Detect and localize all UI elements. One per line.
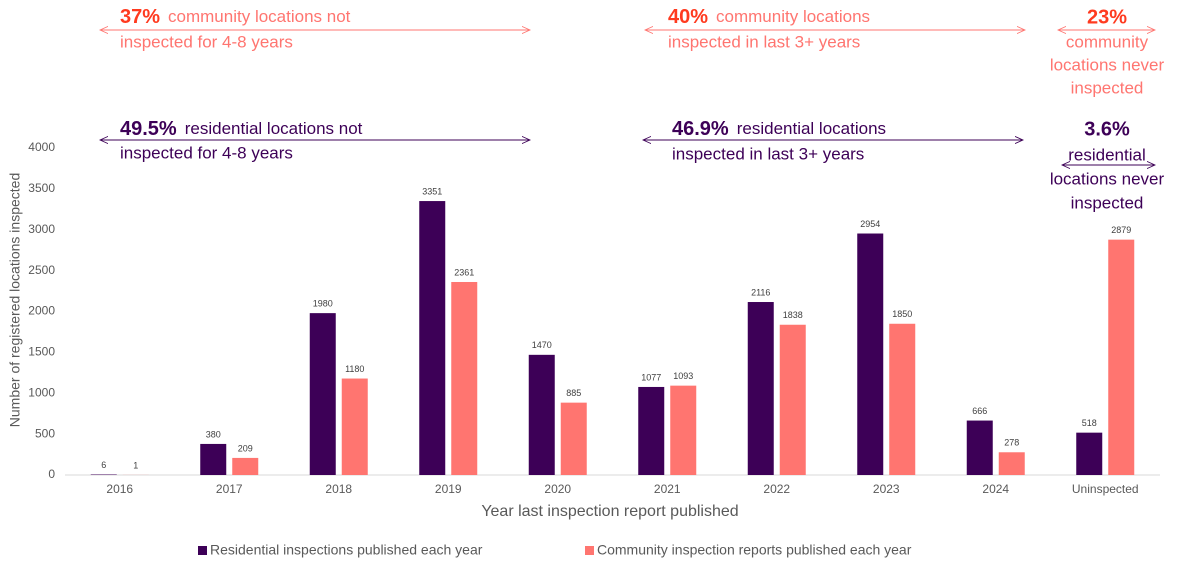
bar: [309, 313, 336, 475]
annotation-text: community locations not: [168, 7, 351, 26]
x-tick-label: 2023: [873, 482, 900, 496]
value-label: 278: [1004, 438, 1019, 448]
y-tick-label: 3500: [28, 181, 55, 195]
bar: [1108, 239, 1135, 475]
value-label: 1180: [345, 364, 364, 374]
value-label: 1470: [532, 340, 552, 350]
x-tick-label: 2018: [325, 482, 352, 496]
bar: [747, 302, 774, 475]
x-tick-label: 2024: [982, 482, 1009, 496]
value-label: 1: [133, 460, 138, 470]
annotation-text: inspected for 4-8 years: [120, 32, 293, 51]
bar: [232, 457, 259, 475]
bar: [998, 452, 1025, 475]
annotation-text: inspected in last 3+ years: [668, 32, 860, 51]
x-axis-label: Year last inspection report published: [481, 503, 738, 520]
bar: [200, 443, 227, 475]
value-label: 1077: [641, 372, 661, 382]
annotation: 37% community locations not: [120, 6, 351, 28]
value-label: 2879: [1111, 225, 1131, 235]
value-label: 3351: [422, 186, 442, 196]
annotation-percent: 40%: [668, 6, 708, 28]
legend-label: Residential inspections published each y…: [210, 542, 483, 558]
value-label: 1093: [673, 371, 693, 381]
annotation-text: residential locations not: [185, 119, 363, 138]
y-tick-label: 1000: [28, 385, 55, 399]
x-tick-label: 2019: [435, 482, 462, 496]
annotation: 40% community locations: [668, 6, 870, 28]
annotation-percent: 37%: [120, 6, 160, 28]
value-label: 1838: [783, 310, 803, 320]
annotation-text: residential: [1068, 145, 1146, 164]
value-label: 666: [972, 406, 987, 416]
value-label: 1980: [313, 299, 333, 309]
annotation-text: community: [1066, 32, 1149, 51]
bar: [670, 385, 697, 475]
legend-label: Community inspection reports published e…: [597, 542, 912, 558]
y-tick-label: 1500: [28, 345, 55, 359]
legend-swatch: [198, 546, 207, 555]
value-label: 1850: [892, 309, 912, 319]
bar: [857, 233, 884, 475]
bar: [341, 378, 368, 475]
y-axis-label: Number of registered locations inspected: [7, 173, 23, 427]
annotation-text: residential locations: [737, 119, 886, 138]
annotation: 46.9% residential locations: [672, 118, 886, 140]
legend-swatch: [585, 546, 594, 555]
x-tick-label: 2021: [654, 482, 681, 496]
annotation-percent: 3.6%: [1084, 118, 1130, 140]
y-tick-label: 3000: [28, 222, 55, 236]
annotation-percent: 46.9%: [672, 118, 729, 140]
annotation-text: community locations: [716, 7, 870, 26]
annotation-text: inspected: [1071, 193, 1144, 212]
value-label: 518: [1082, 418, 1097, 428]
annotation-text: inspected for 4-8 years: [120, 143, 293, 162]
bar: [451, 281, 478, 475]
x-tick-label: 2017: [216, 482, 243, 496]
value-label: 2954: [860, 219, 880, 229]
bar: [1076, 432, 1103, 475]
y-tick-label: 0: [48, 467, 55, 481]
x-tick-label: 2022: [763, 482, 790, 496]
x-tick-label: 2016: [106, 482, 133, 496]
value-label: 2361: [454, 267, 474, 277]
value-label: 2116: [751, 287, 770, 297]
y-tick-label: 2500: [28, 263, 55, 277]
value-label: 209: [238, 443, 253, 453]
bar: [889, 323, 916, 475]
annotation: 49.5% residential locations not: [120, 118, 363, 140]
y-tick-label: 2000: [28, 304, 55, 318]
annotation-text: inspected: [1071, 78, 1144, 97]
bar: [528, 354, 555, 475]
bar: [966, 420, 993, 475]
annotation-text: inspected in last 3+ years: [672, 144, 864, 163]
bar: [779, 324, 806, 475]
y-tick-label: 500: [35, 426, 55, 440]
annotation-percent: 49.5%: [120, 118, 177, 140]
annotation-percent: 23%: [1087, 6, 1127, 28]
bar: [419, 201, 446, 475]
x-tick-label: Uninspected: [1072, 482, 1139, 496]
x-tick-label: 2020: [544, 482, 571, 496]
bar: [560, 402, 587, 475]
value-label: 885: [566, 388, 581, 398]
bar: [638, 386, 665, 475]
annotation-text: locations never: [1050, 55, 1165, 74]
y-tick-label: 4000: [28, 140, 55, 154]
value-label: 380: [206, 429, 221, 439]
value-label: 6: [101, 460, 106, 470]
annotation-text: locations never: [1050, 169, 1165, 188]
